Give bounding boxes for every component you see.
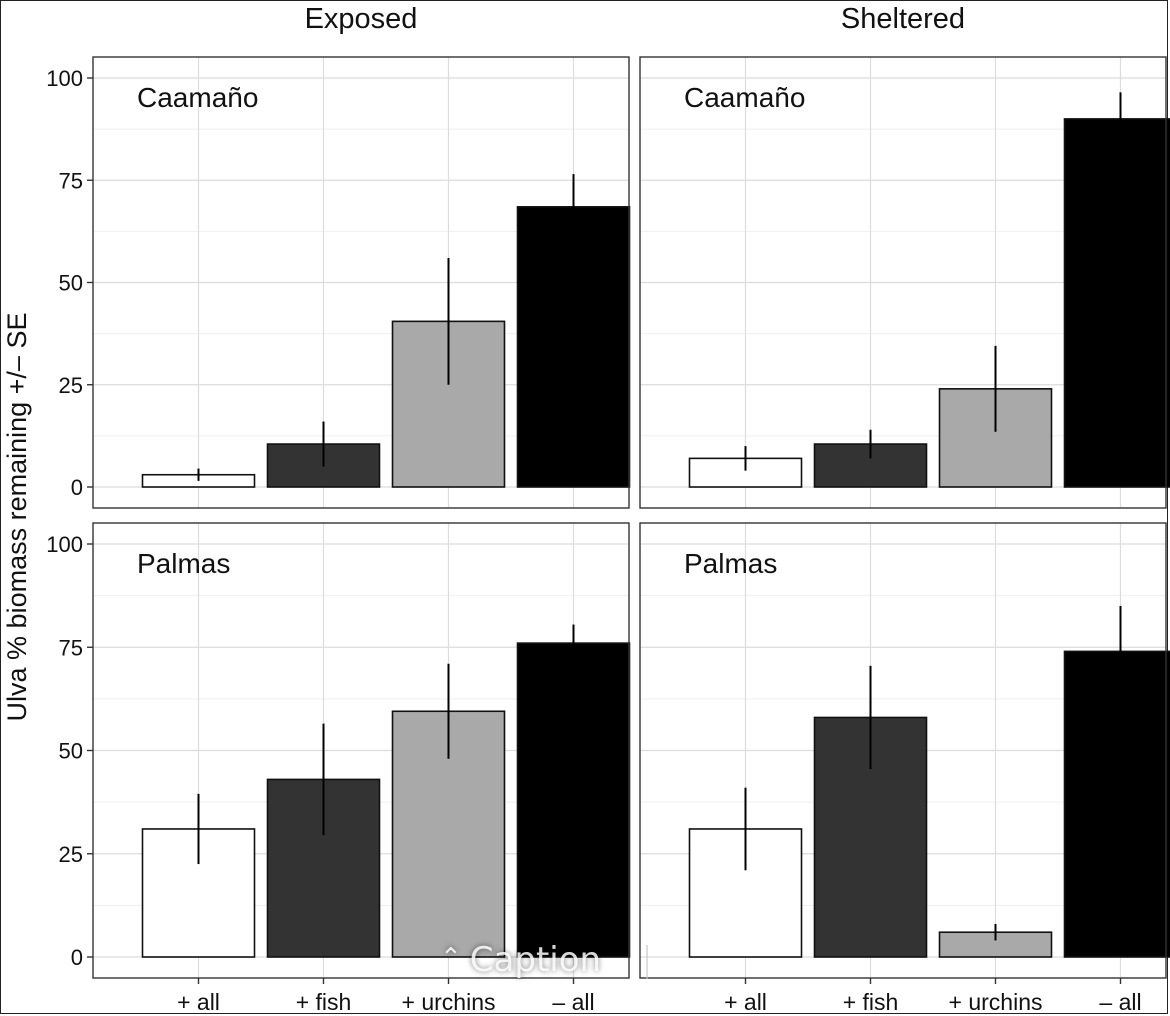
x-tick-label: + all bbox=[177, 989, 220, 1015]
x-tick-label: – all bbox=[552, 989, 594, 1015]
bar bbox=[938, 931, 1053, 958]
bar bbox=[516, 206, 631, 488]
caption-toggle-button[interactable]: ⌃ Caption bbox=[440, 938, 601, 982]
y-tick-label: 0 bbox=[71, 945, 83, 970]
x-tick-label: + all bbox=[724, 989, 767, 1015]
y-tick-label: 100 bbox=[46, 66, 83, 91]
facet-row-label: Palmas bbox=[684, 548, 777, 579]
panel-border bbox=[639, 56, 1167, 509]
bar bbox=[1063, 650, 1170, 958]
x-tick-label: + urchins bbox=[402, 989, 496, 1015]
y-tick-label: 25 bbox=[59, 373, 83, 398]
bar bbox=[391, 320, 506, 488]
overlay-divider bbox=[646, 945, 648, 979]
y-tick-label: 50 bbox=[59, 739, 83, 764]
bar bbox=[1063, 118, 1170, 488]
facet-row-label: Palmas bbox=[137, 548, 230, 579]
x-tick-label: + fish bbox=[296, 989, 352, 1015]
y-tick-label: 75 bbox=[59, 168, 83, 193]
y-axis-title: Ulva % biomass remaining +/– SE bbox=[2, 313, 32, 722]
x-tick-label: + fish bbox=[843, 989, 899, 1015]
facet-column-label: Sheltered bbox=[841, 3, 965, 35]
facet-row-label: Caamaño bbox=[137, 82, 258, 113]
y-tick-label: 75 bbox=[59, 635, 83, 660]
bar bbox=[516, 642, 631, 958]
x-tick-label: – all bbox=[1099, 989, 1141, 1015]
y-tick-label: 25 bbox=[59, 842, 83, 867]
y-tick-label: 50 bbox=[59, 271, 83, 296]
facet-row-label: Caamaño bbox=[684, 82, 805, 113]
x-tick-label: + urchins bbox=[949, 989, 1043, 1015]
panel-border bbox=[639, 522, 1167, 979]
facet-column-label: Exposed bbox=[305, 3, 418, 35]
y-tick-label: 100 bbox=[46, 532, 83, 557]
y-tick-label: 0 bbox=[71, 475, 83, 500]
caption-label: Caption bbox=[469, 940, 602, 980]
chevron-up-icon: ⌃ bbox=[440, 943, 462, 973]
